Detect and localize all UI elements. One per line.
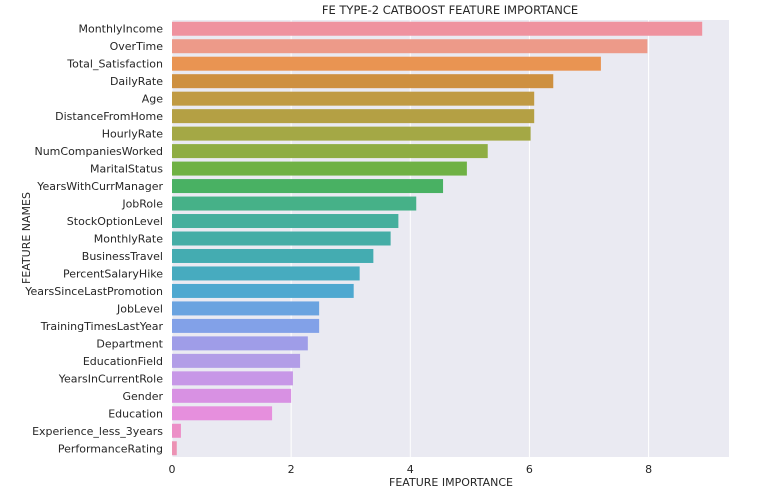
y-tick-label: MaritalStatus [90,163,163,176]
bar [172,406,273,421]
x-tick-label: 4 [407,463,414,476]
bar [172,441,177,456]
x-tick-label: 2 [288,463,295,476]
y-tick-label: EducationField [83,355,163,368]
y-tick-label: Education [108,407,163,420]
y-tick-label: MonthlyIncome [78,23,163,36]
bar [172,196,417,211]
y-axis-title: FEATURE NAMES [20,192,33,284]
y-tick-label: YearsInCurrentRole [58,372,163,385]
y-tick-label: OverTime [110,40,164,53]
bar [172,266,360,281]
x-tick-label: 6 [526,463,533,476]
y-tick-label: Experience_less_3years [32,425,163,438]
y-tick-label: NumCompaniesWorked [34,145,163,158]
y-tick-label: PerformanceRating [58,442,163,455]
y-tick-label: TrainingTimesLastYear [40,320,164,333]
x-tick-label: 0 [169,463,176,476]
x-tick-labels: 0 2 4 6 8 [169,463,653,476]
y-tick-label: PercentSalaryHike [63,267,163,280]
bars [172,21,703,456]
bar [172,109,535,124]
y-tick-label: DailyRate [110,75,163,88]
x-tick-label: 8 [645,463,652,476]
y-tick-label: DistanceFromHome [55,110,163,123]
y-tick-label: Gender [122,390,163,403]
y-tick-labels: MonthlyIncome OverTime Total_Satisfaction D… [24,23,163,456]
bar [172,318,320,333]
bar [172,179,444,194]
bar [172,423,181,438]
y-tick-label: Department [96,337,163,350]
bar [172,371,293,386]
y-tick-label: YearsWithCurrManager [36,180,163,193]
bar [172,283,354,298]
y-tick-label: JobLevel [116,302,163,315]
bar [172,301,320,316]
bar [172,336,308,351]
bar [172,91,535,106]
y-tick-label: JobRole [121,198,163,211]
bar [172,144,488,159]
bar [172,248,374,263]
bar [172,21,703,36]
y-tick-label: Total_Satisfaction [66,58,163,71]
bar [172,353,301,368]
bar [172,39,648,54]
y-tick-label: Age [142,93,164,106]
bar [172,388,292,403]
y-tick-label: BusinessTravel [82,250,163,263]
y-tick-label: YearsSinceLastPromotion [24,285,163,298]
bar [172,161,467,176]
x-axis-title: FEATURE IMPORTANCE [389,476,513,489]
y-tick-label: StockOptionLevel [67,215,163,228]
y-tick-label: MonthlyRate [94,233,163,246]
y-tick-label: HourlyRate [102,128,164,141]
bar [172,126,531,141]
bar [172,56,601,71]
bar [172,74,554,89]
chart-title: FE TYPE-2 CATBOOST FEATURE IMPORTANCE [322,3,578,17]
bar [172,214,399,229]
bar [172,231,391,246]
